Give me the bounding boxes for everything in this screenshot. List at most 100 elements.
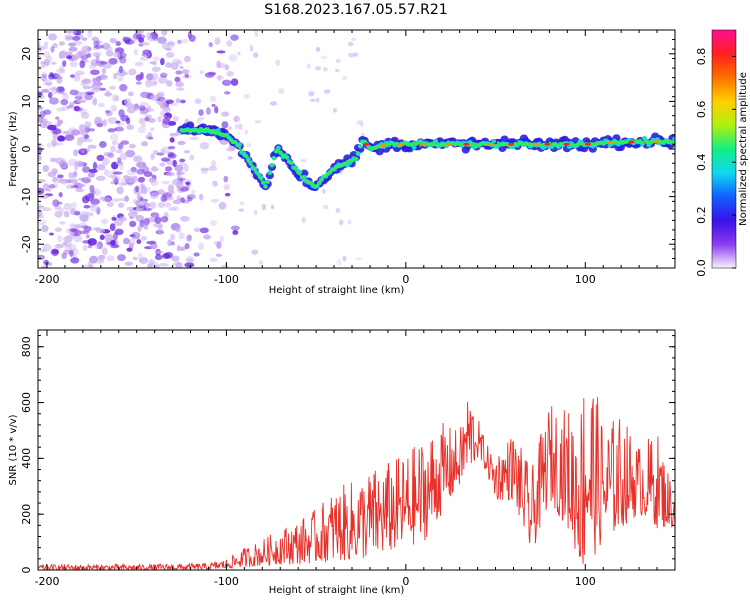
noise-blob [193, 252, 200, 257]
noise-blob [129, 220, 137, 228]
signal-trace-segment [245, 157, 251, 162]
signal-trace-segment [505, 143, 509, 146]
noise-blob [99, 196, 105, 201]
noise-blob [90, 59, 100, 67]
noise-blob [62, 60, 67, 67]
signal-trace-segment [425, 143, 429, 146]
signal-trace-segment [664, 140, 668, 143]
signal-trace-segment [566, 144, 572, 150]
signal-trace-segment [225, 133, 229, 137]
noise-blob [169, 102, 178, 106]
signal-trace-segment [229, 139, 233, 142]
noise-blob [69, 101, 74, 106]
noise-blob [199, 70, 205, 74]
signal-peak [363, 142, 370, 146]
signal-trace-segment [634, 139, 638, 143]
noise-blob [254, 30, 258, 38]
noise-blob [98, 87, 107, 91]
signal-trace-segment [337, 165, 341, 169]
noise-blob [57, 235, 63, 243]
noise-blob [243, 94, 250, 99]
noise-blob [150, 153, 156, 160]
noise-blob [87, 144, 97, 149]
noise-blob [106, 255, 115, 262]
noise-blob [84, 138, 93, 143]
signal-trace-segment [346, 159, 349, 163]
signal-trace-segment [322, 175, 325, 178]
noise-blob [160, 195, 168, 203]
signal-trace-segment [672, 136, 675, 142]
noise-blob [41, 72, 48, 78]
noise-blob [43, 109, 52, 115]
noise-blob [218, 201, 227, 210]
noise-blob [189, 136, 200, 141]
noise-blob [59, 221, 66, 225]
signal-trace-segment [391, 142, 394, 145]
noise-blob [62, 92, 69, 101]
signal-trace-segment [354, 157, 358, 160]
noise-blob [119, 56, 127, 64]
noise-blob [75, 188, 85, 193]
noise-blob [172, 206, 179, 211]
signal-trace-segment [619, 141, 623, 144]
noise-blob [73, 235, 83, 243]
noise-blob [278, 88, 285, 94]
noise-blob [151, 66, 161, 73]
noise-blob [48, 232, 54, 236]
noise-blob [157, 36, 167, 44]
noise-blob [60, 98, 69, 106]
noise-blob [87, 172, 96, 178]
noise-blob [83, 225, 92, 232]
noise-blob [38, 91, 43, 96]
noise-blob [186, 258, 194, 264]
signal-trace-segment [216, 132, 220, 136]
noise-blob [60, 178, 69, 185]
noise-blob [140, 91, 150, 98]
noise-blob [168, 206, 177, 211]
signal-trace-segment [180, 127, 183, 131]
signal-trace-segment [569, 143, 573, 147]
signal-trace-segment [268, 172, 272, 176]
noise-blob [359, 121, 364, 128]
signal-trace-segment [206, 127, 209, 131]
signal-trace-segment [658, 139, 661, 142]
noise-blob [104, 233, 114, 242]
noise-blob [157, 116, 162, 123]
y-tick-label: -10 [20, 188, 33, 206]
noise-blob [163, 251, 174, 259]
signal-trace-segment [494, 143, 498, 147]
noise-blob [79, 129, 88, 136]
noise-blob [143, 190, 148, 195]
noise-blob [126, 168, 137, 176]
signal-trace-segment [343, 161, 347, 165]
signal-trace-segment [417, 142, 420, 145]
noise-blob [88, 128, 96, 132]
signal-trace-segment [221, 132, 224, 136]
noise-blob [111, 161, 119, 170]
noise-blob [322, 66, 328, 72]
noise-blob [101, 247, 108, 256]
noise-blob [81, 91, 88, 96]
signal-trace-segment [600, 142, 603, 145]
signal-trace-segment [290, 161, 293, 164]
noise-blob [38, 179, 46, 183]
signal-trace-segment [522, 143, 526, 146]
noise-blob [135, 34, 146, 39]
noise-blob [314, 66, 322, 71]
noise-blob [261, 203, 267, 211]
noise-blob [246, 143, 252, 147]
noise-blob [230, 34, 239, 41]
noise-blob [128, 143, 136, 149]
noise-blob [154, 254, 163, 261]
noise-blob [116, 125, 124, 132]
colorbar-tick-label: 0.0 [695, 259, 708, 277]
noise-blob [165, 99, 174, 105]
signal-trace-segment [516, 142, 519, 146]
noise-blob [54, 227, 62, 233]
noise-blob [199, 141, 210, 150]
noise-blob [125, 149, 136, 158]
signal-trace-segment [300, 175, 304, 178]
noise-blob [56, 68, 66, 74]
noise-blob [47, 73, 55, 80]
signal-trace-segment [296, 172, 300, 175]
